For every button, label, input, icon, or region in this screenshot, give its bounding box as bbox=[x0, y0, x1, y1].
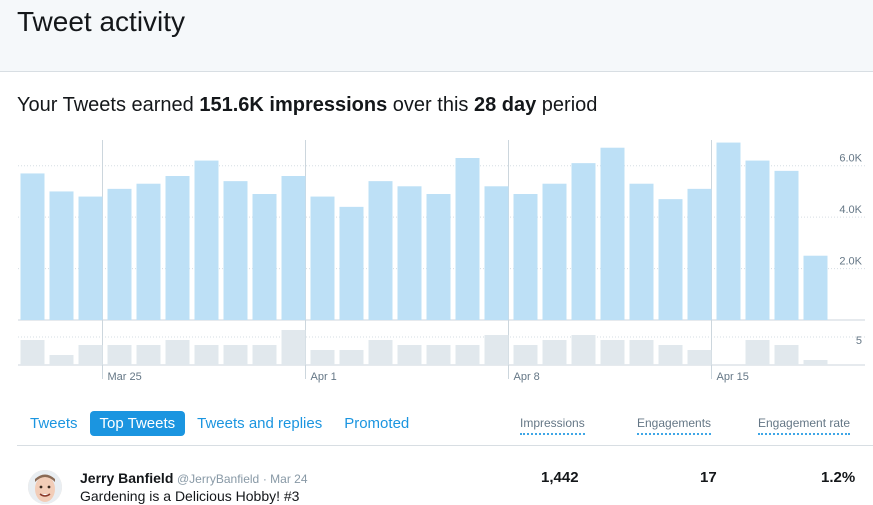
engagements-bar bbox=[658, 345, 683, 365]
summary-prefix: Your Tweets earned bbox=[17, 94, 194, 116]
x-tick-label: Mar 25 bbox=[108, 371, 142, 383]
x-tick-label: Apr 8 bbox=[514, 371, 540, 383]
engagements-bar bbox=[136, 345, 161, 365]
impressions-bar bbox=[716, 142, 741, 320]
impressions-column-header[interactable]: Impressions bbox=[520, 416, 585, 435]
tab-tweets-and-replies[interactable]: Tweets and replies bbox=[197, 414, 323, 432]
engagements-bar bbox=[484, 335, 509, 365]
engagements-bar bbox=[281, 330, 306, 365]
impressions-bar bbox=[600, 147, 625, 320]
impressions-bar bbox=[426, 194, 451, 320]
tweet-text[interactable]: Gardening is a Delicious Hobby! #3 bbox=[80, 488, 300, 504]
impressions-bar bbox=[368, 181, 393, 320]
impressions-summary: Your Tweets earned 151.6K impressions ov… bbox=[17, 94, 597, 117]
impressions-bar bbox=[49, 191, 74, 320]
tweet-date[interactable]: · Mar 24 bbox=[262, 472, 308, 486]
tweet-impressions-value: 1,442 bbox=[541, 469, 579, 486]
summary-period: 28 day bbox=[473, 94, 537, 116]
impressions-bar bbox=[484, 186, 509, 320]
engagements-bar bbox=[426, 345, 451, 365]
page-title: Tweet activity bbox=[17, 6, 186, 37]
impressions-bar bbox=[513, 194, 538, 320]
tweet-header: Jerry Banfield @JerryBanfield · Mar 24 bbox=[80, 470, 308, 486]
impressions-bar bbox=[542, 183, 567, 320]
engagements-bar bbox=[165, 340, 190, 365]
impressions-bar bbox=[658, 199, 683, 320]
tab-tweets[interactable]: Tweets bbox=[30, 414, 78, 432]
engagements-bar bbox=[339, 350, 364, 365]
engagements-bar bbox=[49, 355, 74, 365]
engagement-rate-column-header[interactable]: Engagement rate bbox=[758, 416, 851, 435]
impressions-bar bbox=[281, 176, 306, 320]
tweet-filter-tabs: Tweets Top Tweets Tweets and replies Pro… bbox=[20, 409, 421, 437]
engagements-bar bbox=[310, 350, 335, 365]
profile-face-icon bbox=[28, 470, 62, 504]
impressions-bar bbox=[223, 181, 248, 320]
x-tick-label: Apr 15 bbox=[717, 371, 749, 383]
engagements-bar bbox=[803, 360, 828, 365]
engagements-bar bbox=[107, 345, 132, 365]
impressions-bar bbox=[339, 206, 364, 320]
impressions-bar bbox=[165, 176, 190, 320]
impressions-bar bbox=[745, 160, 770, 320]
engagements-bar bbox=[455, 345, 480, 365]
tweet-author-name[interactable]: Jerry Banfield bbox=[80, 470, 174, 486]
impressions-bar bbox=[803, 255, 828, 320]
engagements-bar bbox=[397, 345, 422, 365]
engagements-bar bbox=[571, 335, 596, 365]
summary-impressions: 151.6K impressions bbox=[199, 94, 388, 116]
engagements-bar bbox=[600, 340, 625, 365]
engagements-bar bbox=[20, 340, 45, 365]
impressions-bar bbox=[571, 163, 596, 320]
impressions-tick-label: 2.0K bbox=[839, 256, 862, 268]
impressions-bar bbox=[194, 160, 219, 320]
x-tick-label: Apr 1 bbox=[311, 371, 337, 383]
engagements-bar bbox=[774, 345, 799, 365]
tweet-author-handle[interactable]: @JerryBanfield bbox=[177, 472, 260, 486]
engagements-bar bbox=[368, 340, 393, 365]
impressions-bar bbox=[629, 183, 654, 320]
impressions-bar bbox=[687, 188, 712, 320]
impressions-chart: 2.0K 4.0K 6.0K 5 Mar 25 Apr 1 Apr 8 Apr 15 bbox=[18, 140, 865, 383]
avatar[interactable] bbox=[28, 470, 62, 504]
engagements-bar bbox=[252, 345, 277, 365]
summary-middle: over this bbox=[392, 94, 469, 116]
impressions-bar bbox=[107, 188, 132, 320]
tab-promoted[interactable]: Promoted bbox=[344, 414, 410, 432]
engagements-bar bbox=[223, 345, 248, 365]
engagements-bar bbox=[745, 340, 770, 365]
tab-top-tweets[interactable]: Top Tweets bbox=[89, 410, 186, 436]
engagements-bar bbox=[194, 345, 219, 365]
table-divider bbox=[17, 445, 873, 446]
impressions-tick-label: 6.0K bbox=[839, 153, 862, 165]
impressions-bar bbox=[397, 186, 422, 320]
page-header: Tweet activity bbox=[0, 0, 873, 72]
engagements-bar bbox=[629, 340, 654, 365]
impressions-bar bbox=[20, 173, 45, 320]
engagements-bar bbox=[542, 340, 567, 365]
summary-suffix: period bbox=[541, 94, 598, 116]
impressions-bar bbox=[455, 158, 480, 320]
engagements-bar bbox=[78, 345, 103, 365]
impressions-bar bbox=[252, 194, 277, 320]
impressions-tick-label: 4.0K bbox=[839, 204, 862, 216]
impressions-bar bbox=[136, 183, 161, 320]
engagements-bar bbox=[687, 350, 712, 365]
impressions-bar bbox=[78, 196, 103, 320]
impressions-bar bbox=[310, 196, 335, 320]
engagements-column-header[interactable]: Engagements bbox=[637, 416, 712, 435]
tweet-engagement-rate-value: 1.2% bbox=[821, 469, 856, 486]
engagements-bar bbox=[513, 345, 538, 365]
tweet-engagements-value: 17 bbox=[700, 469, 717, 486]
impressions-bar bbox=[774, 170, 799, 320]
engagements-tick-label: 5 bbox=[856, 335, 862, 347]
